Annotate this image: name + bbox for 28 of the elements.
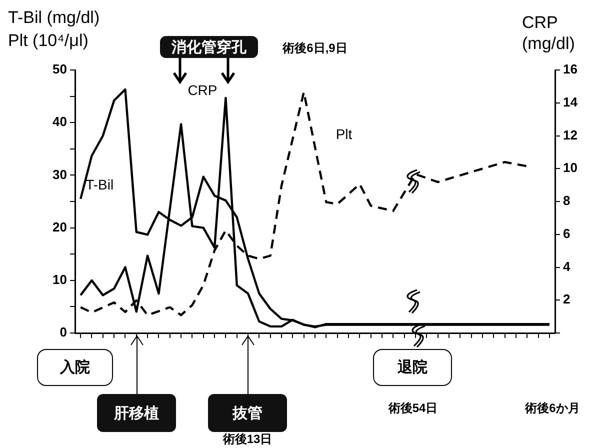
y2-tick-label: 14 [563,94,578,110]
y2-tick-label: 10 [563,160,578,176]
y-axis-title: T-Bil (mg/dl) Plt (10⁴/μl) [8,7,100,52]
legend-label: CRP [188,82,218,98]
y-tick-label: 20 [52,219,67,234]
y-tick-label: 40 [52,114,67,130]
y2-tick-label: 4 [563,258,571,274]
text: 抜管 [208,394,287,432]
series-label: Plt [336,126,352,142]
text: 術後6日,9日 [281,40,348,56]
y2-axis-title: CRP (mg/dl) [522,12,575,54]
y-tick-label: 30 [52,166,67,182]
series-label: T-Bil [86,176,114,193]
text: 入院 [37,349,113,386]
y-tick-label: 10 [52,272,67,287]
text: 術後6か月 [524,400,581,416]
y2-tick-label: 8 [563,193,570,208]
text: 術後54日 [387,400,439,416]
y2-tick-label: 16 [563,62,578,77]
text: 肝移植 [97,394,176,432]
y2-tick-label: 12 [563,127,578,142]
y-tick-label: 0 [60,324,67,340]
text: 消化管穿孔 [160,36,258,58]
text: 退院 [373,349,452,386]
y-tick-label: 50 [52,62,67,77]
y2-tick-label: 2 [563,292,570,307]
text: 術後13日 [222,430,274,448]
y2-tick-label: 6 [563,226,570,241]
